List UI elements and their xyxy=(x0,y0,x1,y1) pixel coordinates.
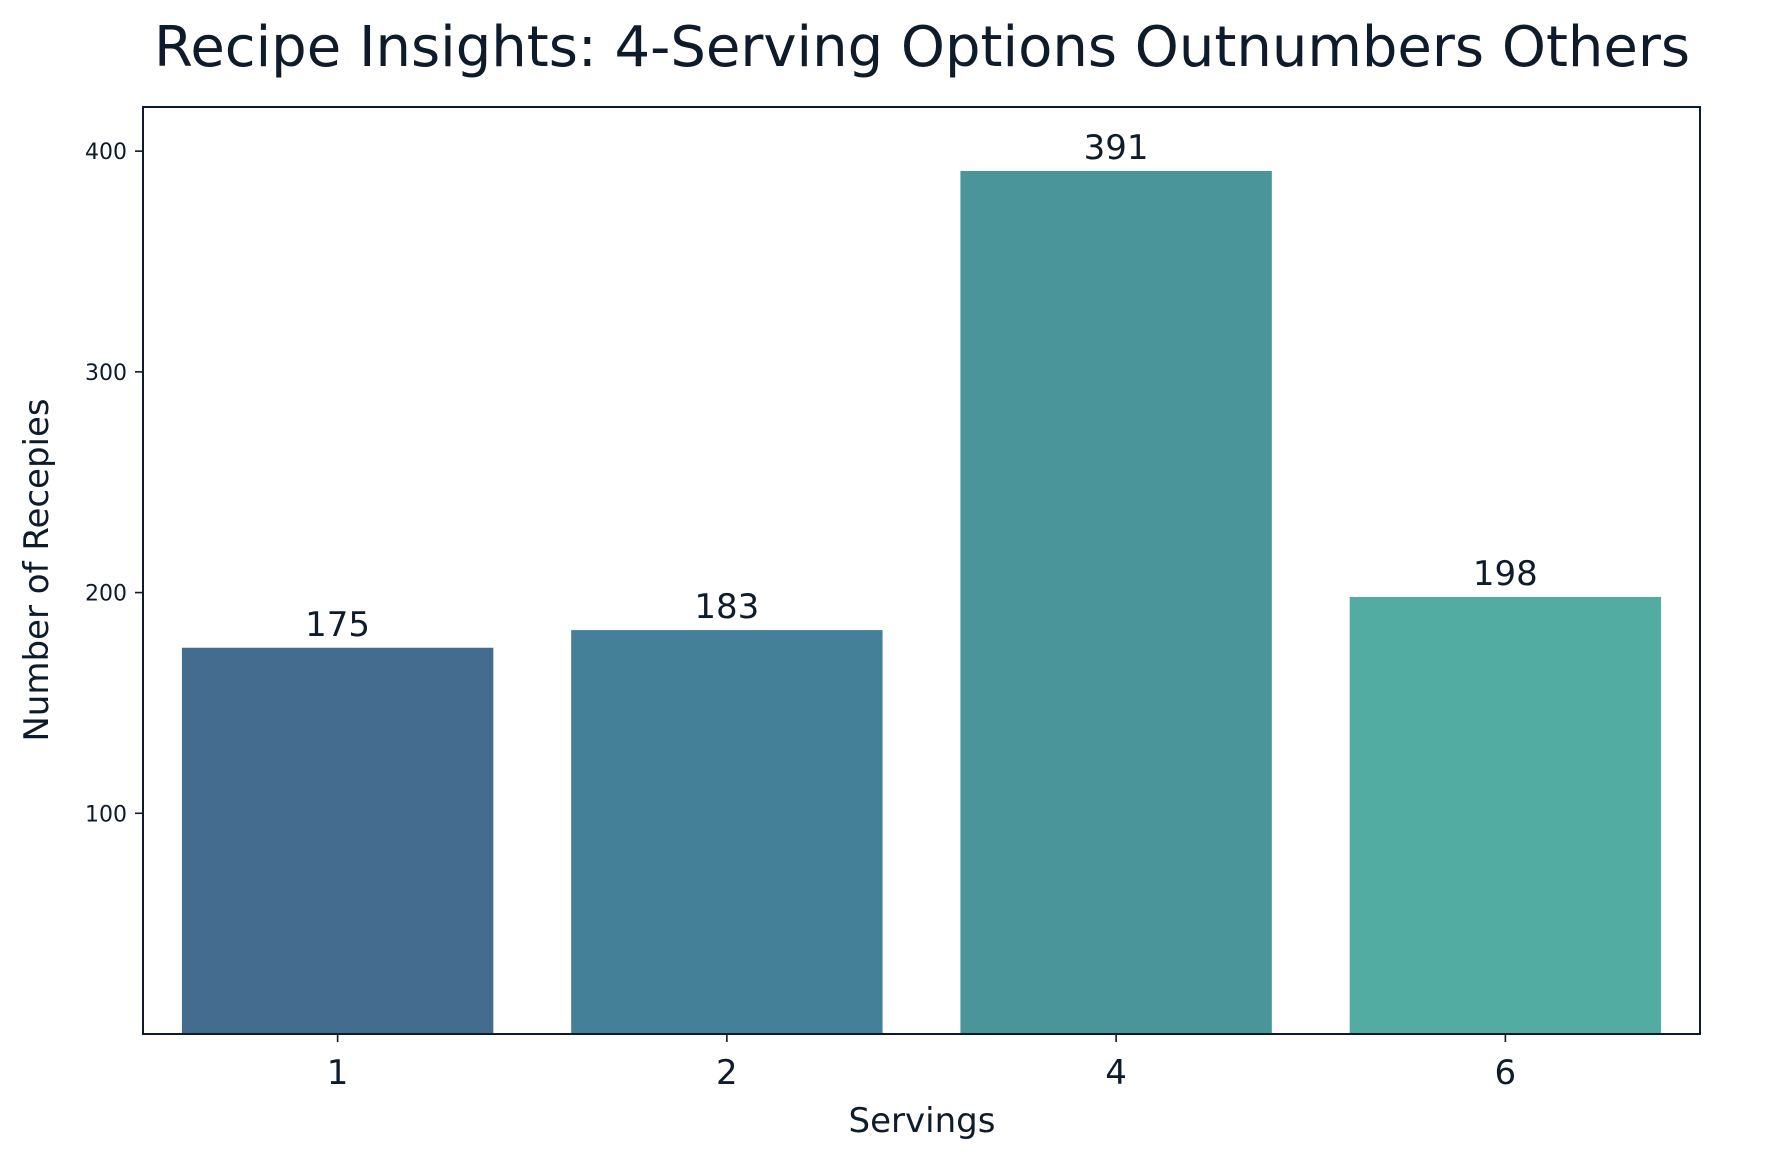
data-label-1: 175 xyxy=(305,605,370,645)
y-axis: 100 200 300 400 xyxy=(85,140,143,827)
data-labels: 175 183 391 198 xyxy=(305,128,1538,645)
plot-area-frame xyxy=(142,106,1701,1035)
x-tick-label-2: 2 xyxy=(716,1053,738,1093)
x-tick-label-1: 1 xyxy=(327,1053,349,1093)
bars xyxy=(181,171,1662,1034)
data-label-2: 183 xyxy=(694,587,759,627)
bar-servings-1 xyxy=(181,647,494,1034)
data-label-6: 198 xyxy=(1473,554,1538,594)
bar-servings-4 xyxy=(960,171,1272,1034)
data-label-4: 391 xyxy=(1084,128,1149,168)
chart-title: Recipe Insights: 4-Serving Options Outnu… xyxy=(154,15,1690,80)
y-axis-label: Number of Recepies xyxy=(17,398,57,741)
bar-servings-2 xyxy=(571,630,883,1034)
bar-servings-6 xyxy=(1349,596,1662,1034)
y-tick-label-100: 100 xyxy=(85,802,127,827)
y-tick-label-400: 400 xyxy=(85,140,127,165)
y-tick-label-200: 200 xyxy=(85,582,127,607)
x-axis: 1 2 4 6 xyxy=(327,1034,1516,1093)
x-tick-label-6: 6 xyxy=(1495,1053,1517,1093)
y-tick-label-300: 300 xyxy=(85,361,127,386)
x-tick-label-4: 4 xyxy=(1105,1053,1127,1093)
x-axis-label: Servings xyxy=(849,1101,996,1141)
